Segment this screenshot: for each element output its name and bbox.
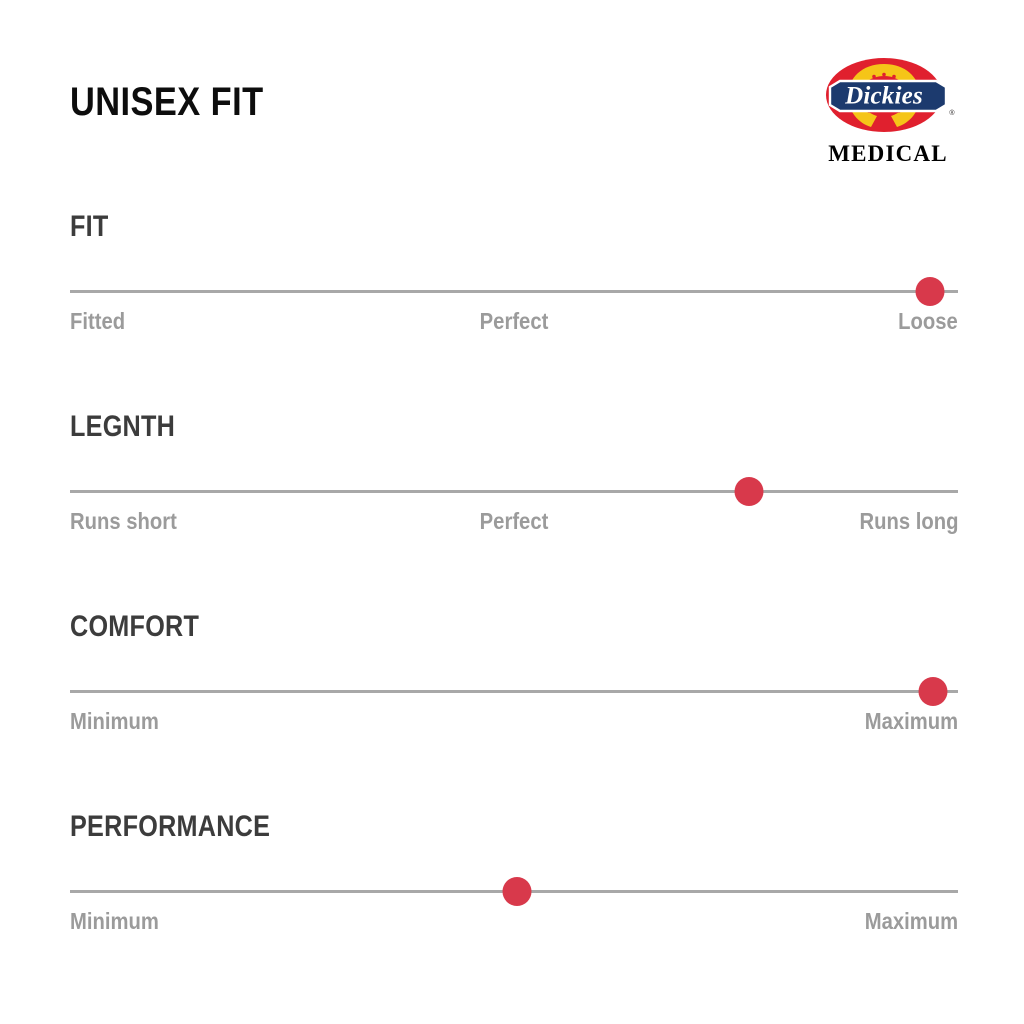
- svg-text:®: ®: [949, 109, 955, 117]
- section-fit: FIT Fitted Perfect Loose: [0, 190, 1024, 390]
- section-heading-fit: FIT: [70, 210, 109, 243]
- slider-label-start-length: Runs short: [70, 508, 177, 534]
- slider-track-fit: [70, 290, 958, 293]
- slider-label-end-fit: Loose: [898, 308, 958, 334]
- slider-label-start-performance: Minimum: [70, 908, 159, 934]
- section-comfort: COMFORT Minimum Maximum: [0, 590, 1024, 790]
- slider-label-end-comfort: Maximum: [864, 708, 958, 734]
- slider-labels-fit: Fitted Perfect Loose: [70, 308, 958, 334]
- dickies-logo-icon: Dickies ®: [814, 55, 962, 135]
- fit-sections: FIT Fitted Perfect Loose LEGNTH Runs sho…: [0, 190, 1024, 990]
- section-performance: PERFORMANCE Minimum Maximum: [0, 790, 1024, 990]
- section-heading-length: LEGNTH: [70, 410, 176, 443]
- slider-length[interactable]: [70, 474, 958, 508]
- slider-comfort[interactable]: [70, 674, 958, 708]
- svg-text:Dickies: Dickies: [844, 83, 923, 110]
- section-length: LEGNTH Runs short Perfect Runs long: [0, 390, 1024, 590]
- slider-dot-fit[interactable]: [915, 277, 945, 306]
- slider-track-comfort: [70, 690, 958, 693]
- slider-label-mid-fit: Perfect: [479, 308, 549, 334]
- section-heading-performance: PERFORMANCE: [70, 810, 271, 843]
- slider-labels-performance: Minimum Maximum: [70, 908, 958, 934]
- slider-dot-performance[interactable]: [502, 877, 532, 906]
- slider-label-mid-length: Perfect: [479, 508, 549, 534]
- slider-labels-length: Runs short Perfect Runs long: [70, 508, 958, 534]
- slider-performance[interactable]: [70, 874, 958, 908]
- slider-dot-comfort[interactable]: [918, 677, 948, 706]
- brand-logo: Dickies ® MEDICAL: [814, 55, 962, 165]
- logo-subtitle-medical: MEDICAL: [828, 141, 948, 166]
- section-heading-comfort: COMFORT: [70, 610, 200, 643]
- slider-label-end-length: Runs long: [859, 508, 958, 534]
- slider-label-end-performance: Maximum: [864, 908, 958, 934]
- header: UNISEX FIT: [0, 0, 1024, 190]
- slider-label-start-comfort: Minimum: [70, 708, 159, 734]
- slider-labels-comfort: Minimum Maximum: [70, 708, 958, 734]
- slider-dot-length[interactable]: [734, 477, 764, 506]
- page-title: UNISEX FIT: [70, 80, 264, 124]
- dickies-logo-svg: Dickies ®: [826, 58, 955, 132]
- slider-track-length: [70, 490, 958, 493]
- slider-label-start-fit: Fitted: [70, 308, 126, 334]
- slider-fit[interactable]: [70, 274, 958, 308]
